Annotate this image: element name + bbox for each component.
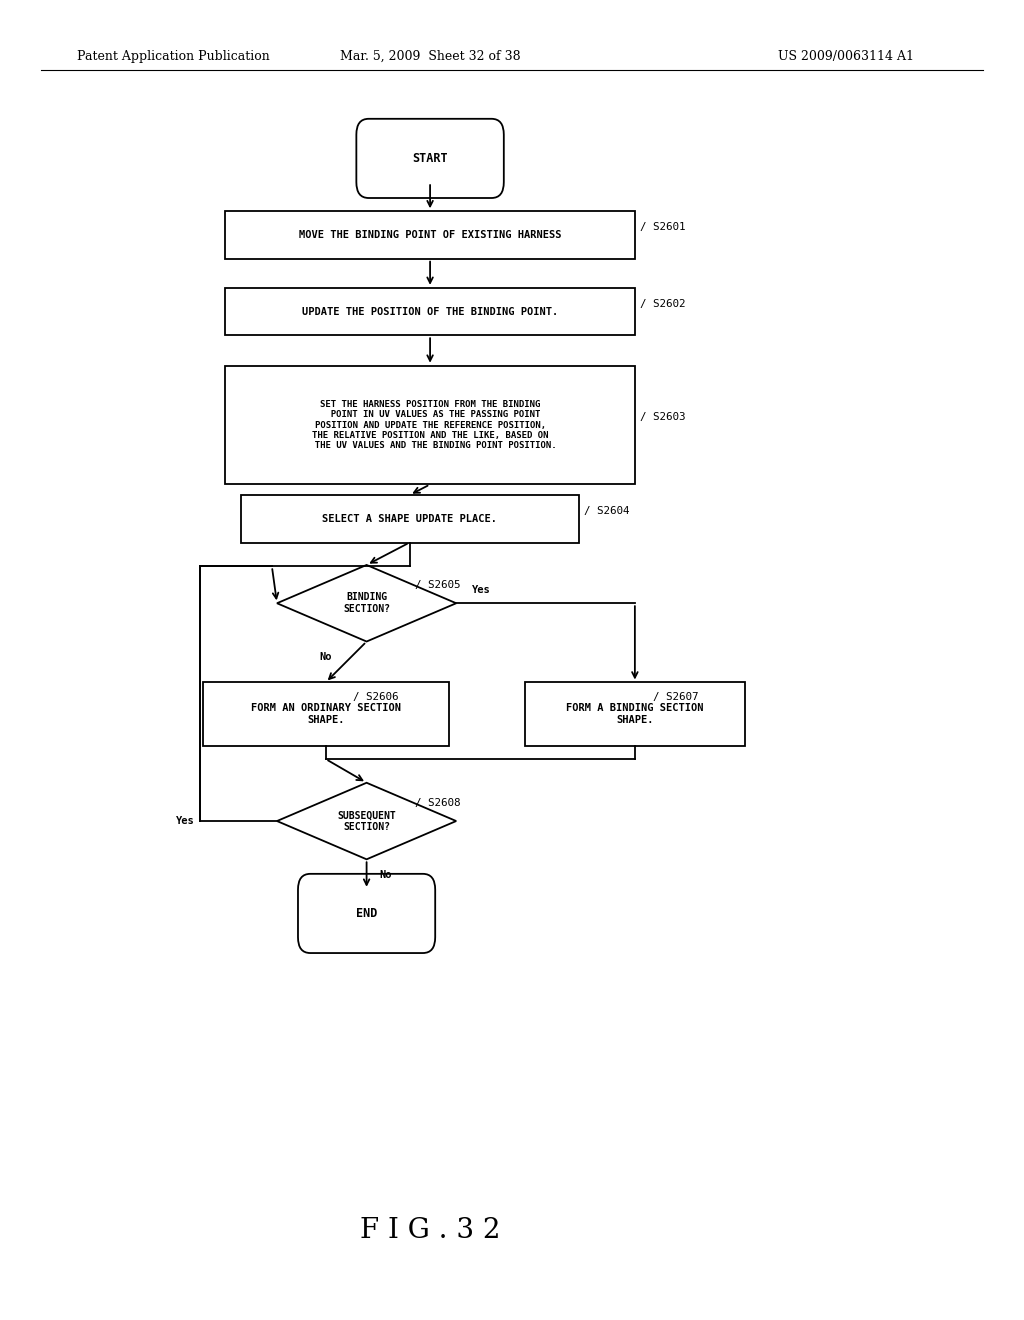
Text: Yes: Yes (471, 585, 490, 595)
Text: Yes: Yes (176, 816, 195, 826)
Text: UPDATE THE POSITION OF THE BINDING POINT.: UPDATE THE POSITION OF THE BINDING POINT… (302, 306, 558, 317)
Text: ∕ S2608: ∕ S2608 (415, 797, 460, 808)
Bar (225, 288, 635, 335)
Bar (241, 495, 579, 543)
Bar (203, 682, 449, 746)
Text: SET THE HARNESS POSITION FROM THE BINDING
  POINT IN UV VALUES AS THE PASSING PO: SET THE HARNESS POSITION FROM THE BINDIN… (304, 400, 556, 450)
Text: ∕ S2606: ∕ S2606 (353, 692, 398, 702)
Bar (225, 366, 635, 484)
Text: MOVE THE BINDING POINT OF EXISTING HARNESS: MOVE THE BINDING POINT OF EXISTING HARNE… (299, 230, 561, 240)
Polygon shape (276, 783, 457, 859)
Text: SELECT A SHAPE UPDATE PLACE.: SELECT A SHAPE UPDATE PLACE. (323, 513, 497, 524)
Text: ∕ S2605: ∕ S2605 (415, 579, 460, 590)
Text: ∕ S2603: ∕ S2603 (640, 412, 685, 422)
Text: No: No (319, 652, 332, 663)
Text: SUBSEQUENT
SECTION?: SUBSEQUENT SECTION? (337, 810, 396, 832)
Text: US 2009/0063114 A1: US 2009/0063114 A1 (778, 50, 914, 63)
FancyBboxPatch shape (356, 119, 504, 198)
Text: Patent Application Publication: Patent Application Publication (77, 50, 269, 63)
Text: ∕ S2604: ∕ S2604 (584, 506, 629, 516)
Bar (524, 682, 744, 746)
Polygon shape (276, 565, 457, 642)
Text: ∕ S2602: ∕ S2602 (640, 298, 685, 309)
Bar (225, 211, 635, 259)
FancyBboxPatch shape (298, 874, 435, 953)
Text: Mar. 5, 2009  Sheet 32 of 38: Mar. 5, 2009 Sheet 32 of 38 (340, 50, 520, 63)
Text: FORM A BINDING SECTION
SHAPE.: FORM A BINDING SECTION SHAPE. (566, 704, 703, 725)
Text: ∕ S2601: ∕ S2601 (640, 222, 685, 232)
Text: F I G . 3 2: F I G . 3 2 (359, 1217, 501, 1243)
Text: END: END (356, 907, 377, 920)
Text: No: No (379, 870, 391, 879)
Text: START: START (413, 152, 447, 165)
Text: BINDING
SECTION?: BINDING SECTION? (343, 593, 390, 614)
Text: ∕ S2607: ∕ S2607 (653, 692, 698, 702)
Text: FORM AN ORDINARY SECTION
SHAPE.: FORM AN ORDINARY SECTION SHAPE. (251, 704, 400, 725)
